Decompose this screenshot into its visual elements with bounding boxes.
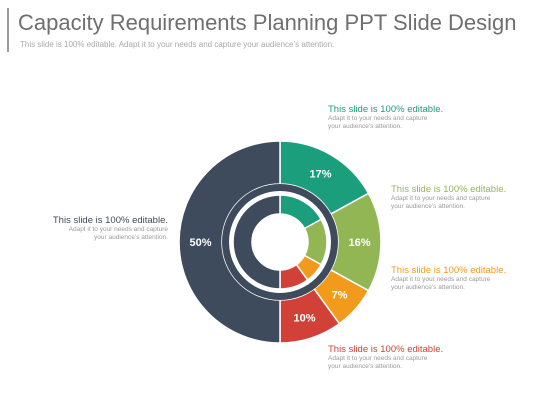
callout-body-line1: Adapt it to your needs and capture <box>391 276 491 283</box>
slide-title: Capacity Requirements Planning PPT Slide… <box>18 10 517 35</box>
callout-title: This slide is 100% editable. <box>391 265 507 276</box>
callout-title: This slide is 100% editable. <box>52 215 168 226</box>
slide-subtitle: This slide is 100% editable. Adapt it to… <box>20 40 335 49</box>
callout-navy: This slide is 100% editable. Adapt it to… <box>53 215 168 242</box>
callout-body-line2: your audience’s attention. <box>94 234 168 241</box>
callout-body-line2: your audience’s attention. <box>391 203 465 210</box>
callout-red: This slide is 100% editable. Adapt it to… <box>328 344 443 371</box>
slice-label-4: 50% <box>189 237 211 249</box>
callout-title: This slide is 100% editable. <box>328 104 444 115</box>
callout-orange: This slide is 100% editable. Adapt it to… <box>391 265 506 292</box>
callout-title: This slide is 100% editable. <box>328 344 444 355</box>
slice-label-1: 16% <box>348 237 370 249</box>
donut-slice-inner-4 <box>232 194 281 290</box>
callout-body-line1: Adapt it to your needs and capture <box>328 115 428 122</box>
callout-body-line1: Adapt it to your needs and capture <box>68 226 168 233</box>
callout-body-line2: your audience’s attention. <box>328 123 402 130</box>
slice-label-0: 17% <box>309 169 331 181</box>
callout-body-line2: your audience’s attention. <box>328 363 402 370</box>
callout-body-line1: Adapt it to your needs and capture <box>328 355 428 362</box>
title-accent-bar <box>7 8 9 52</box>
callout-green: This slide is 100% editable. Adapt it to… <box>391 184 506 211</box>
slice-label-3: 10% <box>294 313 316 325</box>
slice-label-2: 7% <box>332 290 348 302</box>
callout-body-line2: your audience’s attention. <box>391 284 465 291</box>
callout-body-line1: Adapt it to your needs and capture <box>391 195 491 202</box>
separator-ring <box>222 184 338 300</box>
callout-title: This slide is 100% editable. <box>391 184 507 195</box>
callout-teal: This slide is 100% editable. Adapt it to… <box>328 104 443 131</box>
